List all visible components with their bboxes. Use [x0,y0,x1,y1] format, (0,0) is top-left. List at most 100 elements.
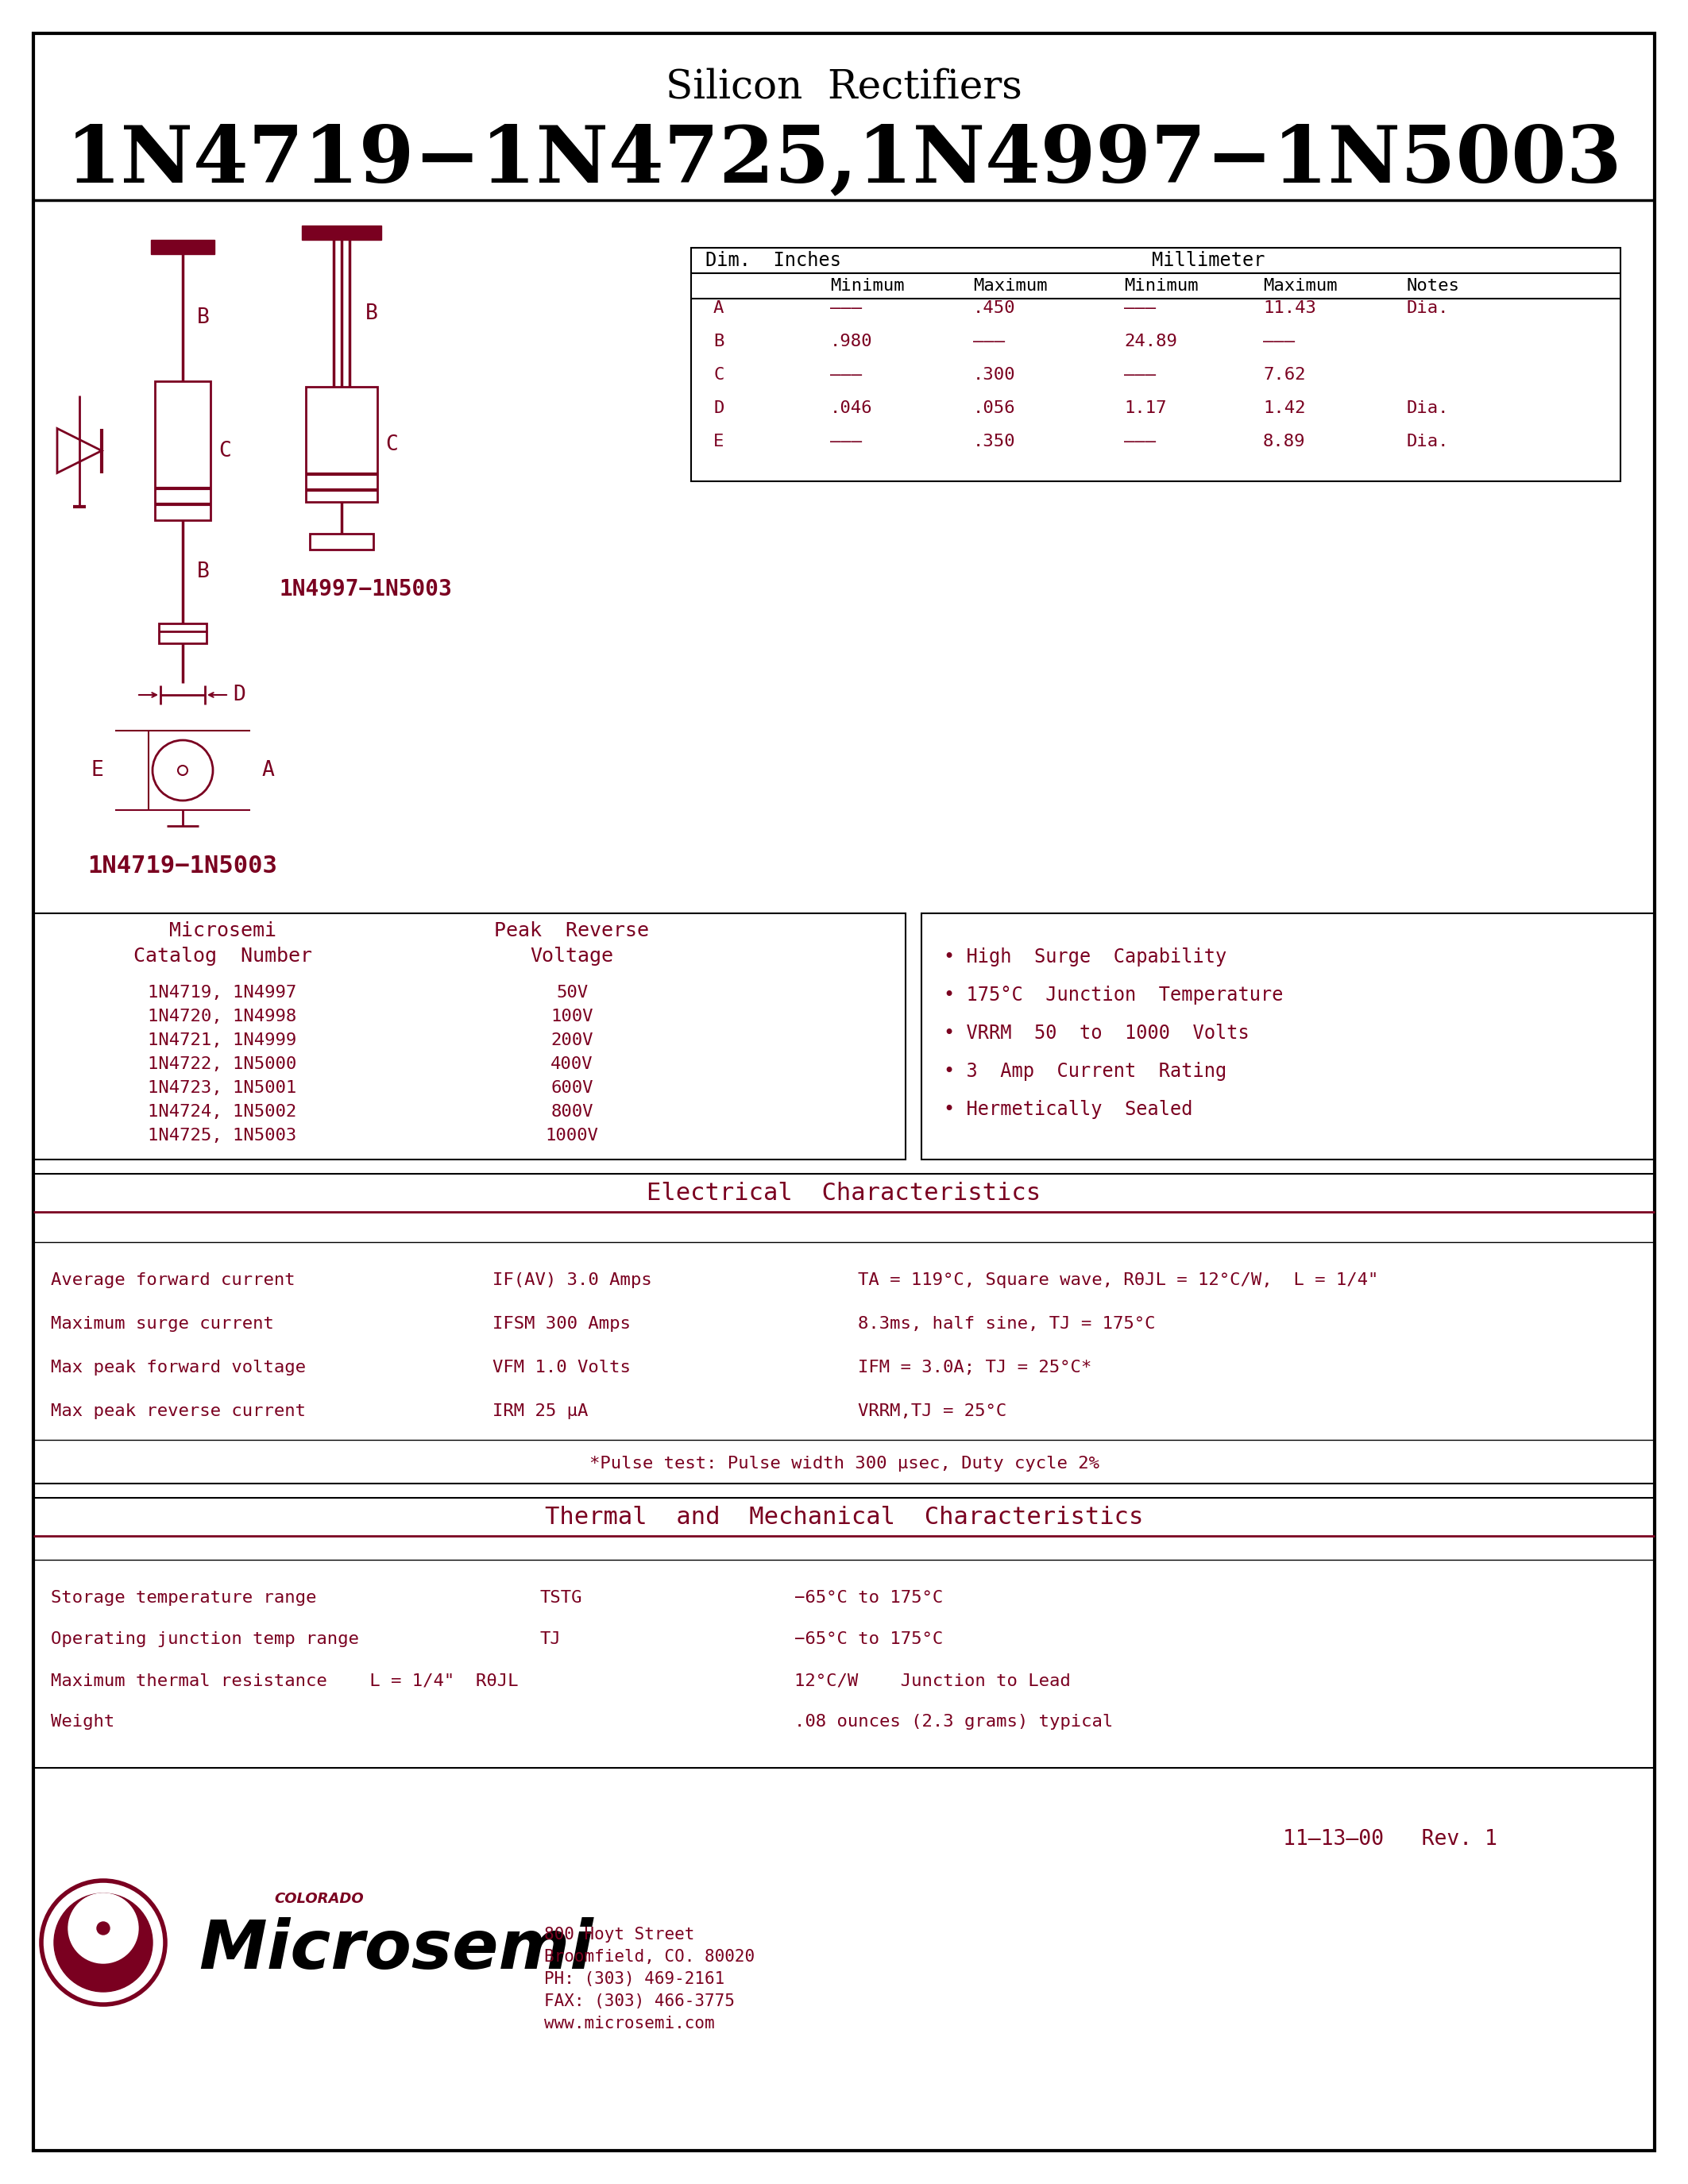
Text: 1N4719, 1N4997: 1N4719, 1N4997 [149,985,297,1000]
Text: Peak  Reverse
Voltage: Peak Reverse Voltage [495,922,650,965]
Text: 100V: 100V [550,1009,592,1024]
Text: 8.3ms, half sine, TJ = 175°C: 8.3ms, half sine, TJ = 175°C [858,1317,1155,1332]
Text: B: B [197,561,209,583]
Text: Notes: Notes [1406,277,1458,295]
Text: TSTG: TSTG [540,1590,582,1605]
Text: Microsemi: Microsemi [199,1918,592,1983]
Bar [302,225,381,240]
Text: COLORADO: COLORADO [273,1891,363,1907]
Text: 7.62: 7.62 [1263,367,1305,382]
Text: 1N4721, 1N4999: 1N4721, 1N4999 [149,1033,297,1048]
Text: ———: ——— [1124,435,1156,450]
Bar [311,533,373,550]
Text: −65°C to 175°C: −65°C to 175°C [795,1631,944,1647]
Text: Thermal  and  Mechanical  Characteristics: Thermal and Mechanical Characteristics [545,1505,1143,1529]
Text: 1N4722, 1N5000: 1N4722, 1N5000 [149,1057,297,1072]
Bar [34,913,905,1160]
Circle shape [68,1894,138,1963]
Bar [690,247,1620,480]
Text: Microsemi
Catalog  Number: Microsemi Catalog Number [133,922,312,965]
Text: C: C [714,367,724,382]
Text: IFSM 300 Amps: IFSM 300 Amps [493,1317,631,1332]
Text: Dim.  Inches: Dim. Inches [706,251,841,271]
Text: Maximum surge current: Maximum surge current [51,1317,273,1332]
Bar [922,913,1654,1160]
Bar [159,622,206,644]
Text: Operating junction temp range: Operating junction temp range [51,1631,360,1647]
Text: *Pulse test: Pulse width 300 μsec, Duty cycle 2%: *Pulse test: Pulse width 300 μsec, Duty … [589,1457,1099,1472]
Text: Minimum: Minimum [1124,277,1198,295]
Text: Maximum thermal resistance    L = 1/4"  RθJL: Maximum thermal resistance L = 1/4" RθJL [51,1673,518,1688]
Text: Silicon  Rectifiers: Silicon Rectifiers [665,68,1023,107]
Text: .300: .300 [972,367,1016,382]
Text: D: D [714,400,724,417]
Circle shape [54,1894,152,1992]
Text: 1N4725, 1N5003: 1N4725, 1N5003 [149,1127,297,1144]
Text: Millimeter: Millimeter [1151,251,1264,271]
Text: VRRM,TJ = 25°C: VRRM,TJ = 25°C [858,1404,1006,1420]
Text: 1N4724, 1N5002: 1N4724, 1N5002 [149,1103,297,1120]
Text: 11–13–00   Rev. 1: 11–13–00 Rev. 1 [1283,1828,1497,1850]
Bar [34,1173,1654,1483]
Text: ———: ——— [1124,367,1156,382]
Text: 400V: 400V [550,1057,592,1072]
Text: ———: ——— [972,334,1004,349]
Text: Electrical  Characteristics: Electrical Characteristics [647,1182,1041,1203]
Text: • Hermetically  Sealed: • Hermetically Sealed [944,1101,1193,1118]
Text: 1N4719−1N5003: 1N4719−1N5003 [88,854,277,878]
Text: Max peak forward voltage: Max peak forward voltage [51,1361,306,1376]
Text: VFM 1.0 Volts: VFM 1.0 Volts [493,1361,631,1376]
Bar [150,240,214,253]
Text: Dia.: Dia. [1406,435,1448,450]
Text: .450: .450 [972,299,1016,317]
Text: ———: ——— [830,367,863,382]
Text: IFM = 3.0A; TJ = 25°C*: IFM = 3.0A; TJ = 25°C* [858,1361,1092,1376]
Text: 24.89: 24.89 [1124,334,1177,349]
Bar [155,382,211,520]
Text: 50V: 50V [555,985,587,1000]
Text: 12°C/W    Junction to Lead: 12°C/W Junction to Lead [795,1673,1070,1688]
Text: 11.43: 11.43 [1263,299,1317,317]
Text: • VRRM  50  to  1000  Volts: • VRRM 50 to 1000 Volts [944,1024,1249,1042]
Text: 1.42: 1.42 [1263,400,1305,417]
Text: 800 Hoyt Street
Broomfield, CO. 80020
PH: (303) 469-2161
FAX: (303) 466-3775
www: 800 Hoyt Street Broomfield, CO. 80020 PH… [544,1926,755,2031]
Text: • 3  Amp  Current  Rating: • 3 Amp Current Rating [944,1061,1227,1081]
Text: 1N4720, 1N4998: 1N4720, 1N4998 [149,1009,297,1024]
Bar [306,387,378,502]
Circle shape [96,1922,110,1935]
Text: ———: ——— [830,435,863,450]
Text: ———: ——— [830,299,863,317]
Text: A: A [262,760,275,780]
Text: IF(AV) 3.0 Amps: IF(AV) 3.0 Amps [493,1273,652,1289]
Text: IRM 25 μA: IRM 25 μA [493,1404,587,1420]
Text: TJ: TJ [540,1631,562,1647]
Text: • High  Surge  Capability: • High Surge Capability [944,948,1227,968]
Text: .980: .980 [830,334,873,349]
Text: Storage temperature range: Storage temperature range [51,1590,316,1605]
Text: TA = 119°C, Square wave, RθJL = 12°C/W,  L = 1/4": TA = 119°C, Square wave, RθJL = 12°C/W, … [858,1273,1379,1289]
Text: 8.89: 8.89 [1263,435,1305,450]
Text: C: C [218,441,231,461]
Text: 1N4719−1N4725,1N4997−1N5003: 1N4719−1N4725,1N4997−1N5003 [66,122,1622,199]
Text: 200V: 200V [550,1033,592,1048]
Text: .046: .046 [830,400,873,417]
Text: Dia.: Dia. [1406,400,1448,417]
Text: 800V: 800V [550,1103,592,1120]
Text: 1N4997−1N5003: 1N4997−1N5003 [279,579,452,601]
Text: Dia.: Dia. [1406,299,1448,317]
Text: 1N4723, 1N5001: 1N4723, 1N5001 [149,1081,297,1096]
Text: Maximum: Maximum [972,277,1048,295]
Text: ———: ——— [1263,334,1295,349]
Text: −65°C to 175°C: −65°C to 175°C [795,1590,944,1605]
Text: C: C [385,435,398,454]
Bar [34,1498,1654,1767]
Text: E: E [91,760,103,780]
Text: Minimum: Minimum [830,277,905,295]
Text: Max peak reverse current: Max peak reverse current [51,1404,306,1420]
Text: B: B [197,308,209,328]
Text: A: A [714,299,724,317]
Text: Maximum: Maximum [1263,277,1337,295]
Text: .350: .350 [972,435,1016,450]
Text: E: E [714,435,724,450]
Text: 600V: 600V [550,1081,592,1096]
